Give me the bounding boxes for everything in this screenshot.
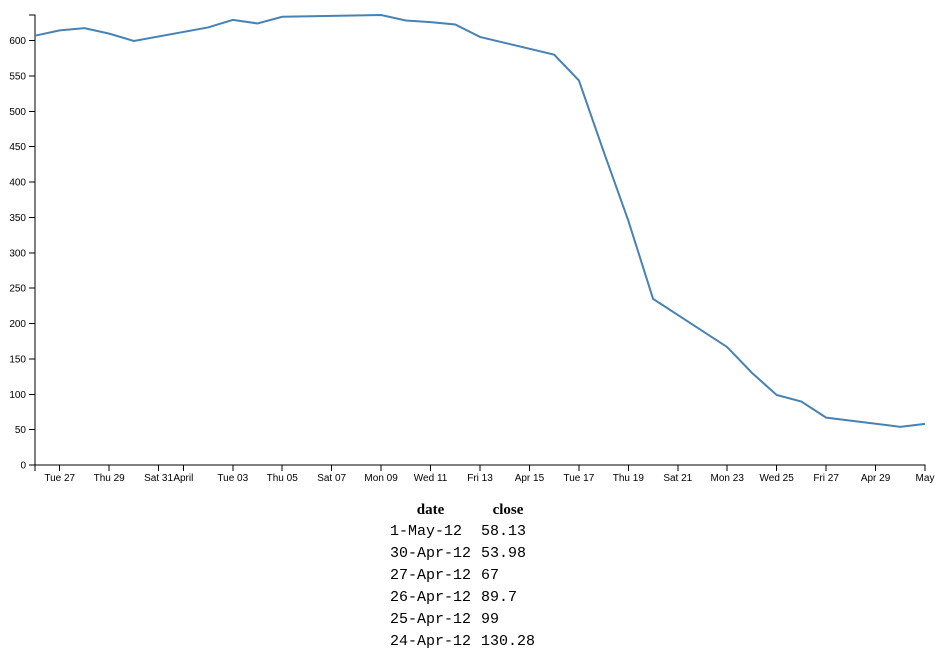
x-tick-label: Thu 05: [267, 473, 299, 484]
table-row: 26-Apr-12 89.7: [385, 586, 540, 608]
x-tick-label: Sat 07: [317, 473, 346, 484]
x-tick-label: Sat 31: [144, 473, 173, 484]
x-tick-label: Apr 15: [515, 473, 545, 484]
y-tick-label: 500: [9, 107, 26, 118]
y-tick-label: 150: [9, 354, 26, 365]
x-tick-label: May: [916, 473, 935, 484]
chart: 0 50 100 150 200 250 300 350 400 450 500 550 600 Tue …: [9, 13, 935, 484]
table-cell: 1-May-12: [390, 522, 463, 540]
y-tick-label: 600: [9, 36, 26, 47]
table-cell: 67: [481, 566, 500, 584]
x-tick-label: Fri 27: [813, 473, 839, 484]
table-cell: 58.13: [481, 522, 527, 540]
table-row: 27-Apr-12 67: [385, 564, 540, 586]
column-header: close: [492, 501, 524, 518]
y-tick-label: 350: [9, 213, 26, 224]
y-tick-label: 400: [9, 178, 26, 189]
axes: [29, 14, 926, 471]
y-tick-label: 200: [9, 319, 26, 330]
x-tick-label: Tue 03: [217, 473, 248, 484]
table-cell: 25-Apr-12: [390, 610, 472, 628]
x-tick-label: Mon 09: [364, 473, 398, 484]
table-cell: 130.28: [481, 632, 536, 650]
x-tick-label: Mon 23: [711, 473, 745, 484]
table-row: 30-Apr-12 53.98: [385, 542, 540, 564]
line: [34, 13, 926, 428]
column-header: date: [416, 501, 445, 518]
y-tick-label: 450: [9, 142, 26, 153]
data-table: date close 1-May-12 58.13 30-Apr-12 53.98 27-A…: [385, 500, 540, 652]
y-tick-label: 300: [9, 248, 26, 259]
table-row: 1-May-12 58.13: [385, 520, 540, 542]
x-tick-label: Tue 27: [44, 473, 75, 484]
table-cell: 89.7: [481, 588, 518, 606]
table-cell: 30-Apr-12: [390, 544, 472, 562]
x-tick-label: Thu 29: [94, 473, 126, 484]
x-tick-label: Sat 21: [663, 473, 692, 484]
x-tick-label: Apr 29: [861, 473, 891, 484]
y-tick-label: 550: [9, 71, 26, 82]
x-tick-label: Fri 13: [467, 473, 493, 484]
x-tick-label: Thu 19: [613, 473, 645, 484]
table-row: 24-Apr-12 130.28: [385, 630, 540, 652]
table-cell: 27-Apr-12: [390, 566, 472, 584]
x-tick-label: Wed 25: [760, 473, 795, 484]
y-tick-label: 0: [20, 461, 26, 472]
x-tick-label: Wed 11: [414, 473, 448, 484]
y-tick-label: 100: [9, 390, 26, 401]
y-tick-label: 50: [15, 425, 27, 436]
y-tick-label: 250: [9, 284, 26, 295]
table-cell: 24-Apr-12: [390, 632, 472, 650]
table-row: 25-Apr-12 99: [385, 608, 540, 630]
table-cell: 26-Apr-12: [390, 588, 472, 606]
table-cell: 53.98: [481, 544, 527, 562]
x-tick-label: Tue 17: [564, 473, 595, 484]
y-axis: [29, 14, 36, 466]
x-tick-label: April: [173, 473, 193, 484]
header-row: date close: [385, 500, 540, 520]
table-cell: 99: [481, 610, 500, 628]
